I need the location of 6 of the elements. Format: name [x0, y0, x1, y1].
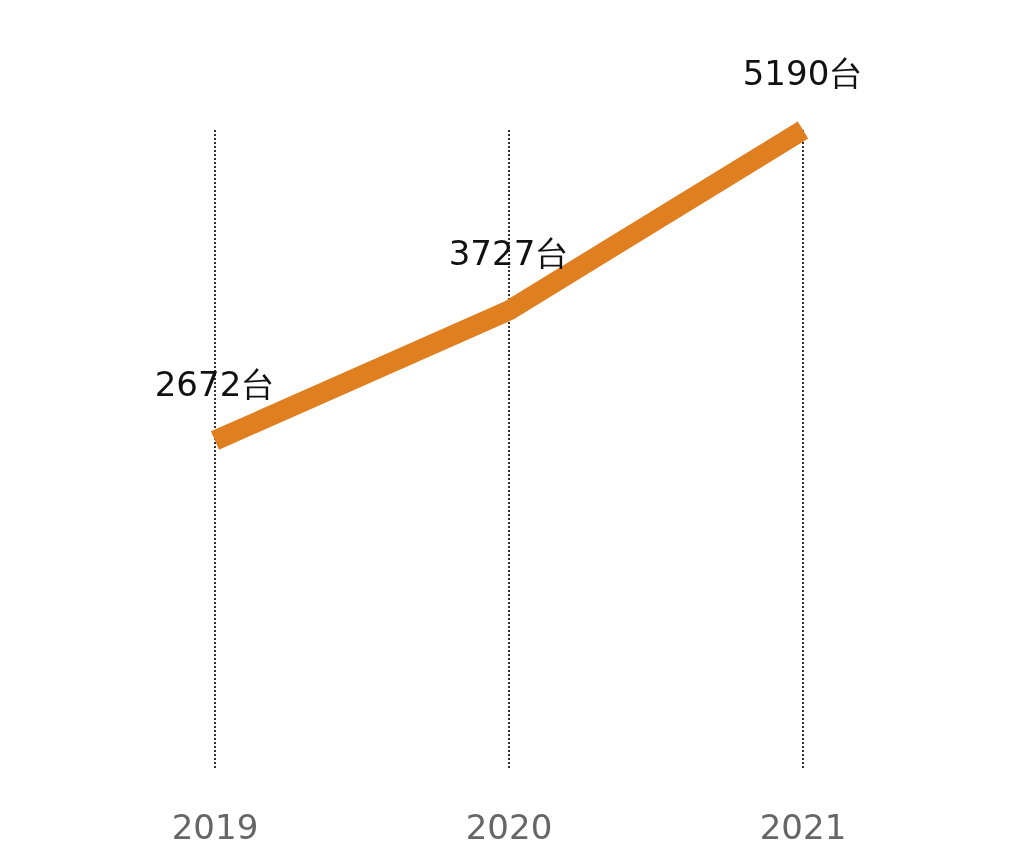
x-tick-label: 2019 [171, 807, 259, 847]
data-label: 5190台 [742, 53, 864, 93]
x-tick-label: 2021 [759, 807, 847, 847]
x-tick-label: 2020 [465, 807, 553, 847]
data-label: 2672台 [154, 363, 276, 404]
data-label: 3727台 [448, 233, 570, 274]
